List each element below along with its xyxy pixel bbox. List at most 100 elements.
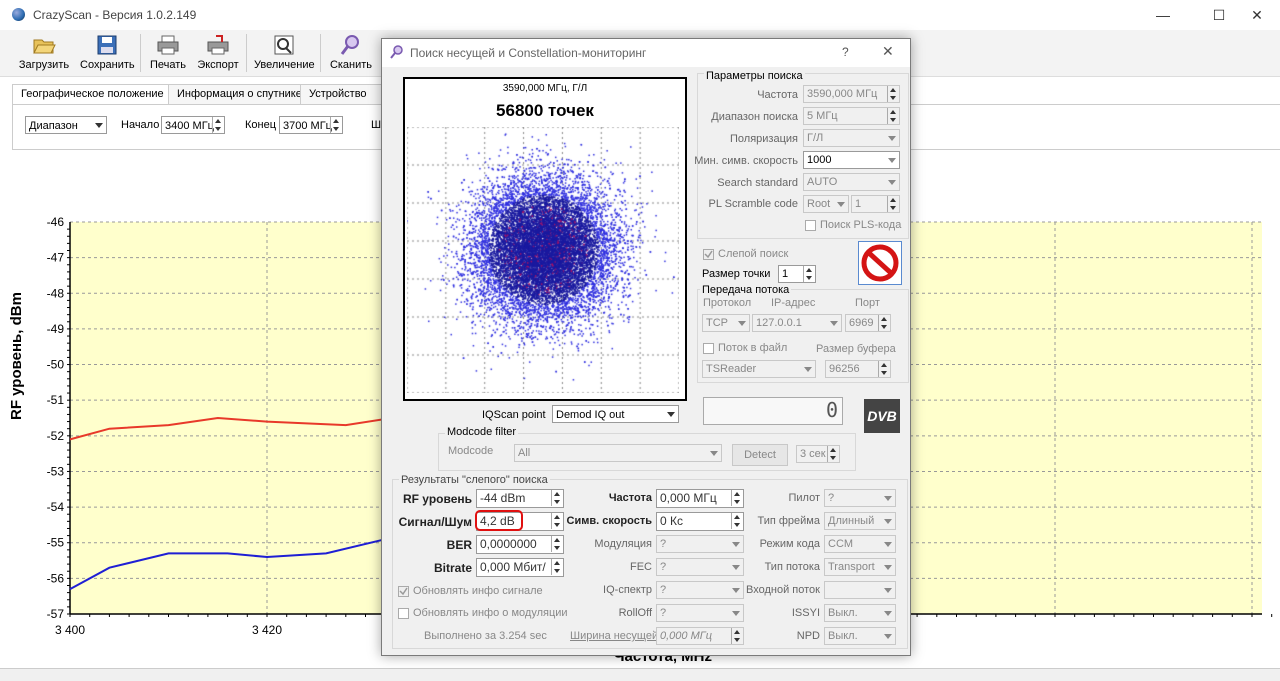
frequency-label: Частота (757, 89, 798, 101)
carrier-bandwidth-link[interactable]: Ширина несущей (570, 630, 659, 642)
start-frequency-spinner[interactable]: 3400 МГц (161, 116, 225, 134)
tab-geo-position[interactable]: Географическое положение (12, 84, 176, 104)
stream-to-file-label: Поток в файл (718, 342, 788, 354)
input-stream-field[interactable] (824, 581, 896, 599)
blind-search-checkbox[interactable] (703, 249, 714, 260)
update-signal-checkbox[interactable] (398, 586, 409, 597)
chevron-down-icon (837, 202, 845, 207)
zoom-icon (274, 35, 294, 55)
spin-arrows-icon (551, 559, 563, 575)
chevron-down-icon (884, 611, 892, 616)
y-tick-label: -56 (47, 571, 65, 585)
chevron-down-icon (732, 588, 740, 593)
issyi-field: Выкл. (824, 604, 896, 622)
dialog-title-bar: Поиск несущей и Constellation-мониторинг… (382, 39, 910, 67)
min-symbol-rate-select[interactable]: 1000 (803, 151, 900, 169)
spin-arrows-icon[interactable] (827, 446, 839, 462)
start-label: Начало (121, 119, 160, 131)
chevron-down-icon (884, 565, 892, 570)
results-group: Результаты "слепого" поиска (392, 474, 908, 649)
range-mode-select[interactable]: Диапазон (25, 116, 107, 134)
search-standard-select[interactable]: AUTO (803, 173, 900, 191)
scan-button[interactable]: Сканить (328, 34, 374, 74)
y-axis-label: RF уровень, dBm (8, 292, 25, 420)
modcode-select[interactable]: All (514, 444, 722, 462)
spin-arrows-icon (731, 513, 743, 529)
results-title: Результаты "слепого" поиска (399, 474, 550, 486)
y-tick-label: -51 (47, 393, 65, 407)
pilot-field: ? (824, 489, 896, 507)
iqscan-point-select[interactable]: Demod IQ out (552, 405, 679, 423)
polarization-label: Поляризация (730, 133, 798, 145)
stream-type-label: Тип потока (764, 561, 820, 573)
stream-to-file-checkbox[interactable] (703, 343, 714, 354)
save-button[interactable]: Сохранить (80, 34, 135, 74)
spin-arrows-icon[interactable] (803, 266, 815, 282)
dialog-title: Поиск несущей и Constellation-мониторинг (410, 46, 647, 60)
tab-satellite-info[interactable]: Информация о спутнике (168, 84, 308, 104)
polarization-select[interactable]: Г/Л (803, 129, 900, 147)
spin-arrows-icon[interactable] (330, 117, 342, 133)
frame-type-field: Длинный (824, 512, 896, 530)
end-frequency-spinner[interactable]: 3700 МГц (279, 116, 343, 134)
iq-spectrum-label: IQ-спектр (603, 584, 652, 596)
spin-arrows-icon (731, 490, 743, 506)
spin-arrows-icon[interactable] (887, 108, 899, 124)
title-bar: CrazyScan - Версия 1.0.2.149 — ☐ ✕ (0, 0, 1280, 30)
frame-type-label: Тип фрейма (757, 515, 820, 527)
spin-arrows-icon[interactable] (887, 86, 899, 102)
y-tick-label: -52 (47, 429, 65, 443)
ip-address-select[interactable]: 127.0.0.1 (752, 314, 842, 332)
chevron-down-icon (732, 542, 740, 547)
tab-device[interactable]: Устройство (300, 84, 390, 104)
pls-mode-select[interactable]: Root (803, 195, 849, 213)
zoom-button[interactable]: Увеличение (254, 34, 315, 74)
status-bar (0, 668, 1280, 681)
y-tick-label: -54 (47, 500, 65, 514)
code-mode-field: CCM (824, 535, 896, 553)
symbol-rate-field: 0 Кс (656, 512, 744, 531)
port-label: Порт (855, 297, 880, 309)
modcode-title: Modcode filter (445, 426, 519, 438)
minimize-button[interactable]: — (1156, 7, 1170, 23)
detect-time-field[interactable]: 3 сек (796, 445, 840, 463)
npd-label: NPD (796, 630, 820, 642)
spin-arrows-icon[interactable] (212, 117, 224, 133)
buffer-size-field[interactable]: 96256 (825, 360, 891, 378)
chevron-down-icon (732, 565, 740, 570)
pls-search-checkbox[interactable] (805, 220, 816, 231)
y-tick-label: -50 (47, 358, 65, 372)
maximize-button[interactable]: ☐ (1212, 7, 1226, 23)
search-params-group: Параметры поиска (697, 70, 909, 239)
stream-title: Передача потока (700, 284, 792, 296)
export-button[interactable]: Экспорт (196, 34, 240, 74)
y-tick-label: -48 (47, 286, 65, 300)
iq-spectrum-field: ? (656, 581, 744, 599)
close-dialog-button[interactable]: ✕ (882, 43, 894, 59)
dot-size-spinner[interactable]: 1 (778, 265, 816, 283)
protocol-select[interactable]: TCP (702, 314, 750, 332)
help-button[interactable]: ? (842, 45, 849, 59)
load-button[interactable]: Загрузить (18, 34, 70, 74)
search-standard-label: Search standard (717, 177, 798, 189)
print-button[interactable]: Печать (148, 34, 188, 74)
toolbar-separator (246, 34, 247, 72)
protocol-label: Протокол (703, 297, 752, 309)
pls-code-field[interactable]: 1 (851, 195, 900, 213)
search-range-field[interactable]: 5 МГц (803, 107, 900, 125)
stop-button[interactable] (858, 241, 902, 285)
search-frequency-field[interactable]: 3590,000 МГц (803, 85, 900, 103)
update-signal-label: Обновлять инфо сигнале (413, 585, 543, 597)
reader-select[interactable]: TSReader (702, 360, 816, 378)
close-window-button[interactable]: ✕ (1251, 7, 1263, 23)
spin-arrows-icon[interactable] (887, 196, 899, 212)
npd-field: Выкл. (824, 627, 896, 645)
width-label-partial: Ш (371, 119, 382, 131)
port-field[interactable]: 6969 (845, 314, 891, 332)
rolloff-label: RollOff (618, 607, 652, 619)
detect-button[interactable]: Detect (732, 444, 788, 466)
update-modulation-checkbox[interactable] (398, 608, 409, 619)
spin-arrows-icon[interactable] (878, 315, 890, 331)
y-tick-label: -47 (47, 251, 65, 265)
spin-arrows-icon[interactable] (878, 361, 890, 377)
